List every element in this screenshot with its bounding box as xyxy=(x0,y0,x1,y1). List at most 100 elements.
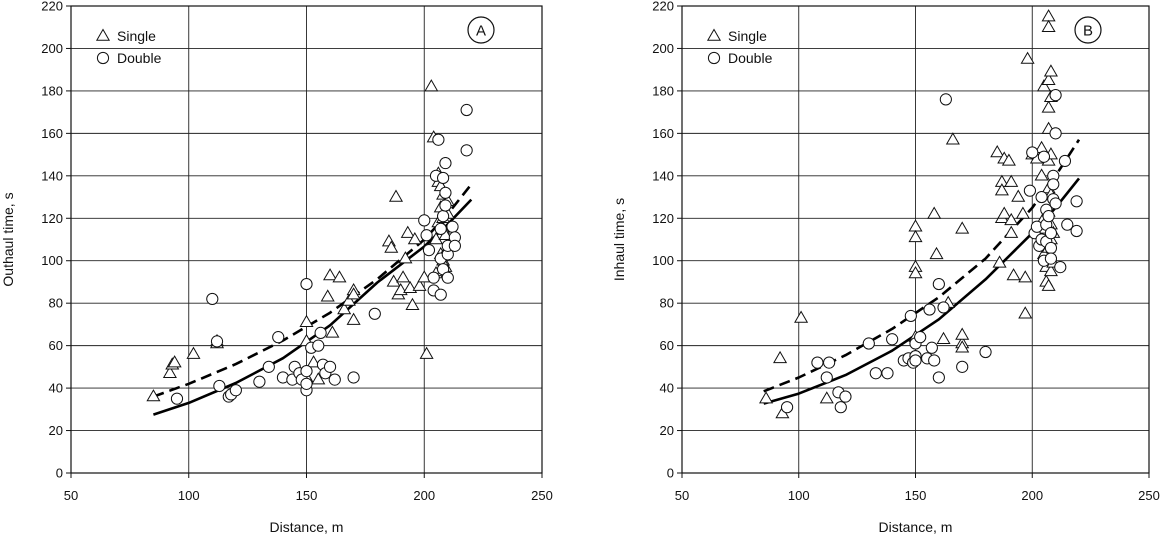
double-point xyxy=(923,303,936,316)
double-point xyxy=(932,371,945,384)
legend-triangle-icon xyxy=(706,28,722,41)
y-tick-label: 200 xyxy=(41,41,63,56)
double-point xyxy=(1026,146,1039,159)
single-point xyxy=(419,346,434,359)
double-point xyxy=(314,326,327,339)
panel-letter: B xyxy=(1083,23,1093,40)
double-point xyxy=(434,288,447,301)
single-point xyxy=(398,251,413,264)
single-point xyxy=(1011,189,1026,202)
single-point xyxy=(1015,206,1030,219)
double-point xyxy=(436,171,450,185)
double-point xyxy=(820,371,833,384)
double-point xyxy=(229,384,242,397)
y-axis-label: Outhaul time, s xyxy=(0,192,16,286)
x-tick-label: 50 xyxy=(64,488,78,503)
y-tick-label: 180 xyxy=(652,83,674,98)
y-tick-label: 80 xyxy=(660,296,674,311)
double-point xyxy=(253,375,266,388)
single-point xyxy=(1034,168,1049,181)
double-point xyxy=(210,335,224,348)
legend-triangle-icon xyxy=(95,28,111,41)
single-point xyxy=(337,302,352,315)
double-point xyxy=(928,354,941,367)
single-point xyxy=(773,350,788,364)
x-tick-label: 200 xyxy=(413,488,435,503)
double-point xyxy=(869,367,882,380)
single-point xyxy=(1004,212,1019,226)
double-point xyxy=(881,367,894,380)
single-point xyxy=(341,293,356,306)
double-point xyxy=(1044,252,1058,265)
single-point xyxy=(1043,64,1058,77)
single-point xyxy=(325,325,340,338)
y-tick-label: 60 xyxy=(660,338,674,353)
y-tick-label: 0 xyxy=(667,466,674,481)
panel-badge xyxy=(467,16,495,44)
double-point xyxy=(904,309,917,323)
double-point xyxy=(300,377,313,390)
single-point xyxy=(323,268,338,281)
single-point xyxy=(1004,225,1019,238)
double-point xyxy=(439,186,452,199)
y-axis-label: Inhaul time, s xyxy=(611,198,627,281)
double-point xyxy=(213,379,226,393)
legend-label: Single xyxy=(117,28,156,44)
y-tick-label: 20 xyxy=(49,423,63,438)
x-tick-label: 200 xyxy=(1021,488,1043,503)
single-point xyxy=(992,255,1007,268)
single-point xyxy=(936,331,951,344)
x-axis-label: Distance, m xyxy=(879,519,953,535)
double-point xyxy=(432,133,445,146)
double-point xyxy=(1037,150,1051,163)
single-point xyxy=(332,270,347,283)
double-point xyxy=(418,214,431,227)
single-point xyxy=(1041,19,1056,32)
double-point xyxy=(909,354,922,367)
double-point xyxy=(823,356,836,369)
legend-label: Double xyxy=(117,50,162,66)
double-point xyxy=(312,339,325,352)
y-tick-label: 20 xyxy=(660,423,674,438)
double-point xyxy=(441,271,454,284)
single-point xyxy=(417,270,432,283)
single-point xyxy=(819,391,834,404)
legend-label: Single xyxy=(728,28,767,44)
x-tick-label: 150 xyxy=(905,488,927,503)
single-point xyxy=(929,246,944,260)
y-tick-label: 60 xyxy=(49,338,63,353)
double-point xyxy=(1035,190,1048,204)
single-point xyxy=(320,289,335,302)
double-point xyxy=(780,401,794,414)
single-point xyxy=(1041,278,1056,291)
single-point xyxy=(908,265,923,279)
single-point xyxy=(1018,270,1033,283)
y-tick-label: 40 xyxy=(49,381,63,396)
double-point xyxy=(979,345,992,359)
single-point xyxy=(1041,100,1056,113)
double-point xyxy=(1044,241,1058,255)
double-point xyxy=(834,401,847,414)
double-point xyxy=(1023,184,1037,197)
double-point xyxy=(439,156,452,170)
double-point xyxy=(300,365,313,378)
y-tick-label: 120 xyxy=(41,211,63,226)
double-point xyxy=(427,271,440,284)
x-tick-label: 250 xyxy=(531,488,553,503)
single-point xyxy=(424,79,439,92)
double-point xyxy=(328,373,341,386)
x-tick-label: 50 xyxy=(675,488,689,503)
single-point xyxy=(306,355,321,368)
single-point xyxy=(405,297,420,311)
legend-circle-icon xyxy=(96,51,110,65)
double-point xyxy=(446,220,459,233)
double-point xyxy=(1058,154,1072,168)
x-tick-label: 150 xyxy=(296,488,318,503)
double-point xyxy=(914,331,927,344)
single-point xyxy=(1004,174,1019,187)
single-point xyxy=(1006,268,1021,281)
double-point xyxy=(1054,260,1067,274)
panel-badge xyxy=(1074,16,1102,44)
single-point xyxy=(945,132,960,145)
single-point xyxy=(1043,263,1058,277)
